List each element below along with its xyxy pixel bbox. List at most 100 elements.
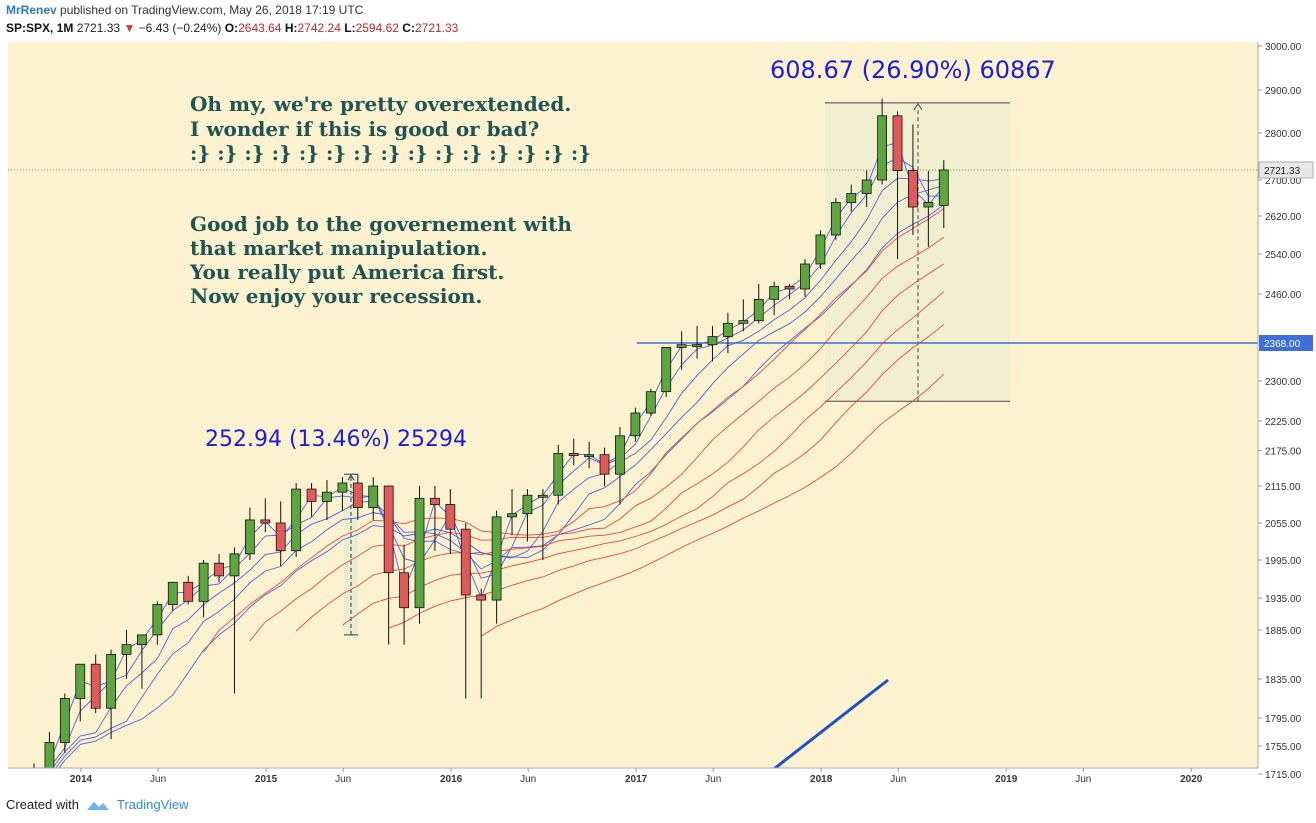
- blue-moving-average: [58, 204, 945, 768]
- candle[interactable]: [75, 663, 86, 722]
- candle[interactable]: [584, 441, 595, 469]
- annotation-text-line: You really put America first.: [189, 260, 504, 284]
- candle[interactable]: [198, 560, 209, 618]
- candle[interactable]: [322, 480, 332, 520]
- measure-2018-label: 608.67 (26.90%) 60867: [770, 56, 1056, 84]
- candle-body-up: [738, 320, 749, 324]
- candle-body-up: [491, 516, 502, 601]
- candle[interactable]: [923, 170, 934, 247]
- candle[interactable]: [692, 325, 702, 359]
- candle[interactable]: [723, 312, 733, 354]
- candle[interactable]: [244, 507, 255, 560]
- price-axis[interactable]: 1715.00 1755.00 1795.00 1835.00 1885.00 1935.…: [1258, 42, 1314, 781]
- candle[interactable]: [260, 498, 271, 533]
- candle[interactable]: [553, 444, 564, 505]
- candle[interactable]: [938, 160, 949, 229]
- candle-body-down: [445, 504, 456, 530]
- candle-body-up: [229, 553, 240, 577]
- y-tick-label: 1755.00: [1265, 742, 1302, 753]
- candle[interactable]: [522, 489, 533, 542]
- candle[interactable]: [460, 523, 471, 699]
- y-tick-label: 2540.00: [1265, 250, 1302, 261]
- candle[interactable]: [445, 489, 456, 554]
- candle-body-down: [306, 488, 317, 502]
- symbol-label[interactable]: SP:SPX, 1M: [6, 21, 74, 35]
- candle[interactable]: [892, 111, 903, 260]
- candle[interactable]: [337, 477, 348, 511]
- candle[interactable]: [599, 447, 610, 486]
- y-tick-label: 2620.00: [1265, 212, 1302, 223]
- candle[interactable]: [306, 483, 317, 517]
- time-axis[interactable]: 2014 Jun 2015 Jun 2016 Jun 2017 Jun 2018 Jun 2019 J…: [70, 768, 1203, 785]
- y-tick-label: 1885.00: [1265, 626, 1302, 637]
- candle[interactable]: [815, 230, 826, 269]
- y-tick-label: 2800.00: [1265, 129, 1302, 140]
- candle[interactable]: [214, 553, 224, 583]
- candle[interactable]: [368, 477, 379, 520]
- candle-body-up: [753, 298, 764, 322]
- candle-body-up: [30, 785, 39, 787]
- candle-body-up: [615, 435, 625, 475]
- candle-body-up: [337, 482, 348, 493]
- candle[interactable]: [291, 483, 302, 557]
- tradingview-link[interactable]: TradingView: [116, 797, 189, 812]
- low-value: 2594.62: [355, 21, 399, 35]
- candle[interactable]: [800, 259, 810, 297]
- candle-body-up: [830, 202, 841, 236]
- candle[interactable]: [661, 347, 672, 397]
- support-price-badge: [1259, 335, 1313, 351]
- y-tick-label: 1835.00: [1265, 675, 1302, 686]
- candle[interactable]: [568, 438, 579, 466]
- candle[interactable]: [630, 407, 641, 442]
- candle[interactable]: [152, 601, 163, 645]
- candle-body-down: [892, 115, 903, 172]
- candle[interactable]: [507, 489, 517, 536]
- candle[interactable]: [491, 510, 502, 624]
- x-tick-label: Jun: [150, 774, 166, 785]
- candle[interactable]: [90, 654, 101, 714]
- candle[interactable]: [784, 284, 795, 300]
- candle[interactable]: [676, 331, 687, 370]
- candle[interactable]: [167, 581, 178, 611]
- candle-body-up: [244, 519, 255, 555]
- footer: Created with TradingView: [6, 797, 189, 812]
- candle[interactable]: [183, 575, 194, 605]
- candle[interactable]: [229, 547, 240, 694]
- x-tick-label: 2018: [810, 774, 833, 785]
- y-tick-label: 1795.00: [1265, 714, 1302, 725]
- created-with-text: Created with: [6, 797, 79, 812]
- candle[interactable]: [753, 284, 764, 324]
- candle[interactable]: [430, 486, 440, 551]
- trend-line[interactable]: [770, 678, 889, 772]
- candle[interactable]: [414, 486, 425, 624]
- candle[interactable]: [846, 184, 857, 212]
- candle[interactable]: [645, 389, 656, 416]
- candle[interactable]: [537, 489, 548, 560]
- candle[interactable]: [769, 281, 780, 316]
- candle[interactable]: [383, 485, 394, 645]
- candle[interactable]: [137, 634, 147, 689]
- candle[interactable]: [830, 198, 841, 240]
- annotation-text-line: Now enjoy your recession.: [190, 284, 482, 308]
- candle[interactable]: [44, 732, 55, 792]
- candle[interactable]: [707, 325, 718, 362]
- candle[interactable]: [615, 426, 625, 505]
- candle[interactable]: [861, 170, 872, 207]
- candle[interactable]: [59, 693, 70, 753]
- candle-body-down: [90, 663, 101, 709]
- candle[interactable]: [352, 474, 363, 520]
- plot-area[interactable]: [8, 42, 1258, 768]
- author-link[interactable]: MrRenev: [6, 3, 57, 17]
- candle[interactable]: [399, 544, 409, 645]
- candle[interactable]: [877, 98, 887, 185]
- candle[interactable]: [476, 588, 487, 699]
- candle-body-up: [537, 494, 548, 498]
- candle[interactable]: [121, 630, 132, 679]
- candle[interactable]: [275, 501, 286, 567]
- candle[interactable]: [106, 649, 116, 739]
- low-label: L:: [344, 21, 356, 35]
- candle[interactable]: [738, 299, 749, 332]
- current-price-badge: [1258, 161, 1314, 179]
- candle[interactable]: [908, 124, 918, 235]
